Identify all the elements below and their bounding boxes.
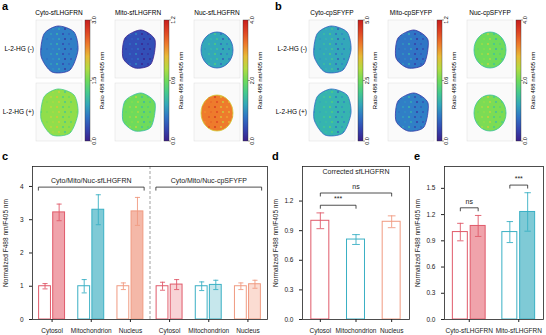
svg-text:5.0: 5.0	[364, 16, 370, 24]
svg-text:2: 2	[20, 249, 24, 256]
svg-text:1.2: 1.2	[170, 16, 176, 24]
svg-text:***: ***	[334, 195, 342, 202]
svg-text:0.0: 0.0	[284, 316, 293, 323]
html-text:b: b	[275, 0, 282, 12]
svg-text:Normalized F488 nm/F405 nm: Normalized F488 nm/F405 nm	[2, 199, 9, 287]
svg-text:Ratio 488 nm/405 nm: Ratio 488 nm/405 nm	[257, 52, 263, 109]
svg-text:Nuc-sfLHGFRN: Nuc-sfLHGFRN	[194, 9, 240, 16]
svg-text:0.6: 0.6	[426, 263, 435, 270]
svg-text:1.2: 1.2	[443, 16, 449, 24]
svg-text:1: 1	[20, 282, 24, 289]
svg-text:L-2-HG (+): L-2-HG (+)	[276, 108, 307, 116]
svg-text:0.6: 0.6	[170, 77, 176, 85]
svg-text:0.0: 0.0	[443, 137, 449, 145]
svg-text:Nucleus: Nucleus	[236, 327, 260, 334]
svg-text:***: ***	[515, 175, 523, 182]
svg-text:0.0: 0.0	[364, 137, 370, 145]
svg-text:0: 0	[20, 316, 24, 323]
svg-text:Normalized F488 nm/F405 nm: Normalized F488 nm/F405 nm	[272, 199, 279, 287]
svg-text:Ratio 488 nm/405 nm: Ratio 488 nm/405 nm	[530, 52, 536, 109]
svg-text:0.3: 0.3	[284, 286, 293, 293]
svg-text:ns: ns	[352, 183, 360, 190]
svg-text:ns: ns	[466, 198, 474, 205]
svg-text:1.5: 1.5	[91, 77, 97, 85]
svg-text:4.0: 4.0	[249, 16, 255, 24]
html-text:c: c	[2, 150, 9, 162]
svg-text:0.0: 0.0	[426, 316, 435, 323]
svg-text:0.3: 0.3	[426, 289, 435, 296]
svg-text:Normalized F488 nm/F405 nm: Normalized F488 nm/F405 nm	[414, 199, 421, 287]
svg-text:Mitochondrion: Mitochondrion	[336, 327, 377, 334]
svg-text:Nuc-cpSFYFP: Nuc-cpSFYFP	[469, 9, 511, 17]
svg-text:Mitochondrion: Mitochondrion	[188, 327, 229, 334]
svg-text:0.9: 0.9	[426, 237, 435, 244]
svg-text:3.0: 3.0	[91, 16, 97, 24]
svg-text:L-2-HG (-): L-2-HG (-)	[277, 45, 307, 53]
svg-text:Ratio 488 nm/405 nm: Ratio 488 nm/405 nm	[451, 52, 457, 109]
svg-text:Cytosol: Cytosol	[309, 327, 331, 335]
html-text:e: e	[414, 150, 421, 162]
svg-text:1.5: 1.5	[426, 184, 435, 191]
svg-text:Cyto/Mito/Nuc-sfLHGFRN: Cyto/Mito/Nuc-sfLHGFRN	[51, 177, 132, 185]
svg-text:Ratio 488 nm/405 nm: Ratio 488 nm/405 nm	[178, 52, 184, 109]
svg-text:Cyto-sfLHGFRN: Cyto-sfLHGFRN	[35, 9, 83, 17]
svg-text:L-2-HG (-): L-2-HG (-)	[4, 45, 34, 53]
svg-text:0.0: 0.0	[91, 137, 97, 145]
svg-text:Cyto/Mito/Nuc-cpSFYFP: Cyto/Mito/Nuc-cpSFYFP	[171, 177, 248, 185]
svg-text:Ratio 488 nm/405 nm: Ratio 488 nm/405 nm	[99, 52, 105, 109]
svg-text:1.2: 1.2	[426, 211, 435, 218]
svg-text:0.6: 0.6	[443, 77, 449, 85]
svg-text:Mitochondrion: Mitochondrion	[71, 327, 112, 334]
svg-text:Nucleus: Nucleus	[380, 327, 404, 334]
svg-text:Cyto-sfLHGFRN: Cyto-sfLHGFRN	[446, 327, 494, 335]
svg-text:Corrected sfLHGFRN: Corrected sfLHGFRN	[323, 168, 390, 175]
svg-text:Cyto-cpSFYFP: Cyto-cpSFYFP	[310, 9, 353, 17]
svg-text:2.0: 2.0	[522, 77, 528, 85]
svg-text:3: 3	[20, 216, 24, 223]
svg-text:0.0: 0.0	[170, 137, 176, 145]
svg-text:0.0: 0.0	[249, 137, 255, 145]
svg-text:Mito-cpSFYFP: Mito-cpSFYFP	[390, 9, 432, 17]
html-text:a: a	[2, 0, 9, 12]
svg-text:0.6: 0.6	[284, 256, 293, 263]
svg-text:L-2-HG (+): L-2-HG (+)	[3, 108, 34, 116]
svg-text:4.0: 4.0	[522, 16, 528, 24]
svg-text:Ratio 488 nm/405 nm: Ratio 488 nm/405 nm	[372, 52, 378, 109]
svg-text:2.0: 2.0	[249, 77, 255, 85]
svg-text:Mito-sfLHGFRN: Mito-sfLHGFRN	[496, 327, 543, 334]
svg-text:1.2: 1.2	[284, 197, 293, 204]
svg-text:0.0: 0.0	[522, 137, 528, 145]
svg-text:2.5: 2.5	[364, 77, 370, 85]
svg-text:4: 4	[20, 183, 24, 190]
svg-text:Cytosol: Cytosol	[159, 327, 181, 335]
svg-text:0.9: 0.9	[284, 227, 293, 234]
html-text:d: d	[272, 150, 279, 162]
svg-text:Cytosol: Cytosol	[41, 327, 63, 335]
svg-text:Nucleus: Nucleus	[119, 327, 143, 334]
svg-text:Mito-sfLHGFRN: Mito-sfLHGFRN	[115, 9, 162, 16]
